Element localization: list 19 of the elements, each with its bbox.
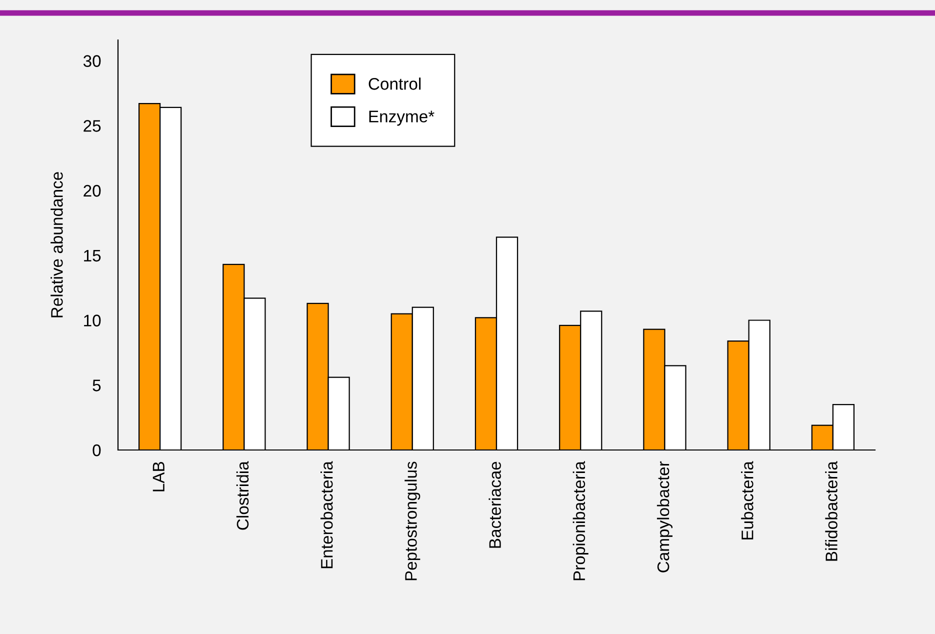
y-axis-title: Relative abundance xyxy=(50,172,63,318)
legend-label: Enzyme* xyxy=(369,110,434,126)
y-tick-label: 20 xyxy=(84,184,101,197)
x-tick-label: Propionibacteria xyxy=(572,461,588,580)
x-tick-label: Peptostrongulus xyxy=(404,462,420,580)
y-tick-label: 0 xyxy=(92,444,101,456)
x-tick-label: Campylobacter xyxy=(656,461,672,572)
y-tick-label: 10 xyxy=(84,314,101,326)
y-tick-label: 5 xyxy=(92,380,101,392)
y-tick-label: 25 xyxy=(84,120,101,132)
y-tick-label: 15 xyxy=(84,250,101,262)
x-tick-label: Bifidobacteria xyxy=(825,461,838,561)
x-tick-label: Enterobacteria xyxy=(320,461,333,568)
x-tick-label: Bacteriacae xyxy=(488,462,501,548)
x-tick-label: Clostridia xyxy=(236,461,249,530)
x-tick-label: LAB xyxy=(152,462,164,492)
legend-label: Control xyxy=(368,78,421,90)
y-tick-label: 30 xyxy=(83,55,101,67)
x-tick-label: Eubacteria xyxy=(741,461,754,540)
